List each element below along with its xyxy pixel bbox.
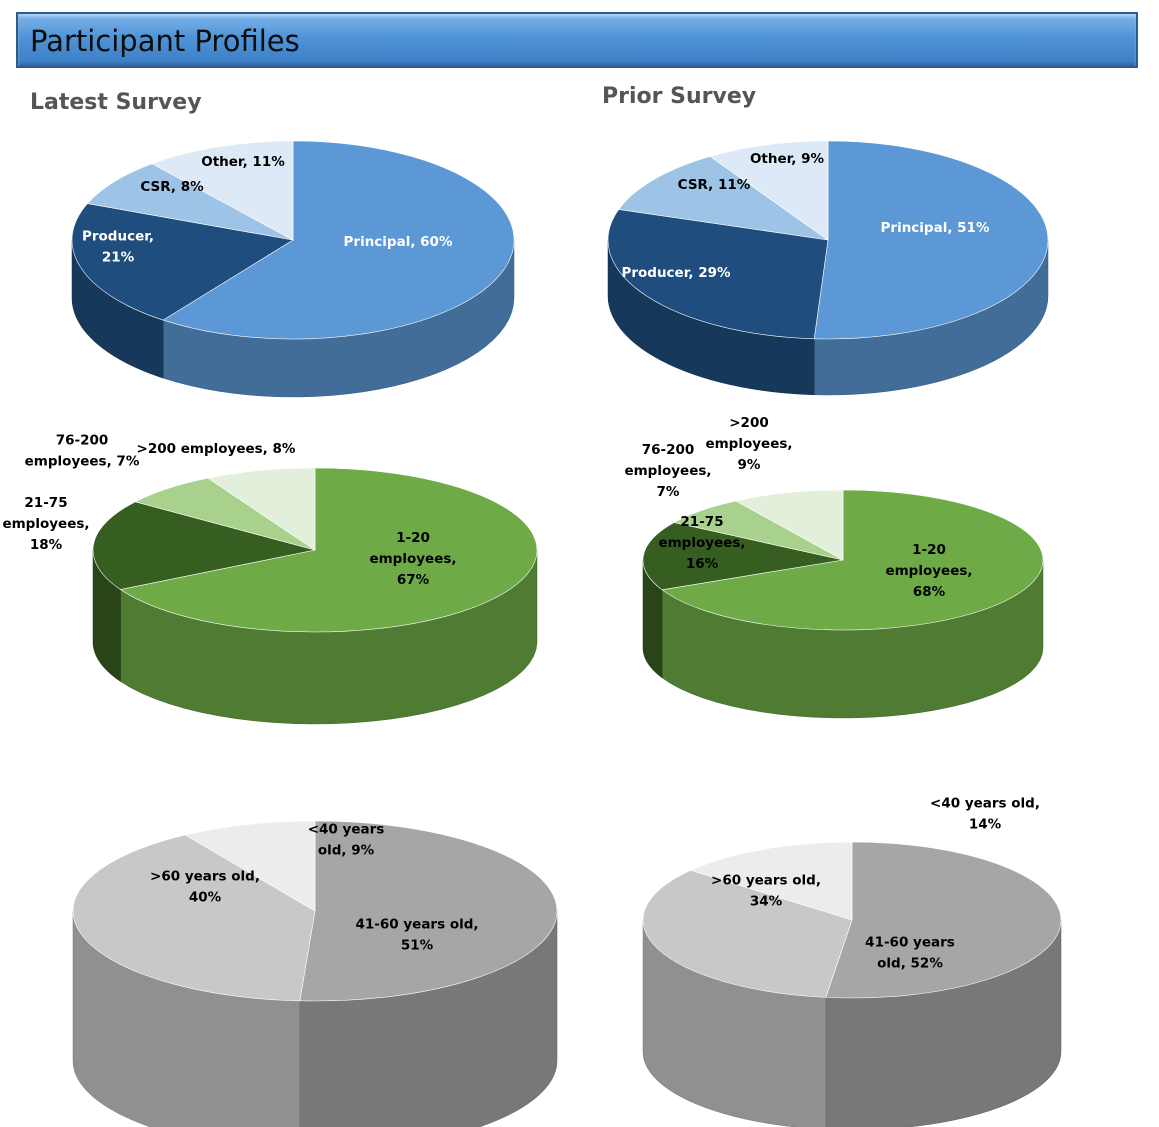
pie-slice-role-prior-1 — [607, 209, 829, 340]
pie-slice-size-prior-3 — [734, 489, 844, 561]
pie-size-latest: 1-20 employees, 67% 21-75 employees, 18% 76-20… — [2, 433, 538, 725]
data-label-size-latest-3: >200 employees, 8% — [137, 441, 296, 457]
pie-slice-role-prior-3 — [709, 140, 829, 241]
pie-age-latest: 41-60 years old, 51% >60 years old, 40% <40 … — [72, 820, 558, 1127]
data-label-age-latest-2: <40 years old, 9% — [308, 822, 385, 859]
pie-size-prior: 1-20 employees, 68% 21-75 employees, 16% 76-20… — [624, 415, 1044, 719]
pie-slice-role-latest-2 — [86, 163, 294, 241]
pie-slice-role-prior-0 — [813, 140, 1049, 340]
data-label-size-prior-0: 1-20 employees, 68% — [885, 542, 972, 600]
data-label-size-latest-0: 1-20 employees, 67% — [369, 530, 456, 588]
pie-role-latest: Principal, 60% Producer, 21% CSR, 8% Other, … — [71, 140, 515, 398]
data-label-age-latest-0: 41-60 years old, 51% — [355, 917, 478, 954]
data-label-role-latest-3: Other, 11% — [201, 154, 285, 170]
pie-slice-age-latest-0 — [299, 820, 558, 1002]
pie-slice-age-prior-0 — [825, 841, 1062, 999]
data-label-size-prior-1: 21-75 employees, 16% — [658, 514, 745, 572]
pie-age-prior: 41-60 years old, 52% >60 years old, 34% <40 … — [642, 796, 1062, 1127]
data-label-role-prior-3: Other, 9% — [750, 151, 825, 167]
prior-survey-heading: Prior Survey — [602, 84, 757, 109]
title-banner: Participant Profiles — [16, 12, 1138, 68]
pie-slice-size-prior-0 — [661, 489, 1044, 631]
pie-role-prior: Principal, 51% Producer, 29% CSR, 11% Other… — [607, 140, 1049, 396]
pie-slice-age-prior-1 — [642, 869, 853, 998]
pie-slice-age-prior-2 — [690, 841, 853, 921]
data-label-size-latest-1: 21-75 employees, 18% — [2, 495, 89, 553]
pie-slice-age-latest-2 — [184, 820, 316, 912]
pie-slice-role-latest-3 — [151, 140, 294, 241]
pie-slice-role-latest-0 — [162, 140, 515, 340]
pie-slice-role-latest-1 — [71, 203, 294, 321]
data-label-role-prior-0: Principal, 51% — [881, 220, 990, 236]
data-label-age-prior-1: >60 years old, 34% — [711, 873, 821, 910]
pie-slice-size-prior-1 — [642, 522, 844, 591]
data-label-size-latest-2: 76-200 employees, 7% — [25, 433, 140, 470]
page-title: Participant Profiles — [30, 24, 300, 58]
data-label-role-prior-1: Producer, 29% — [621, 265, 731, 281]
pie-slice-size-latest-3 — [207, 467, 316, 551]
pie-slice-role-prior-2 — [618, 156, 829, 241]
data-label-role-latest-0: Principal, 60% — [344, 234, 453, 250]
data-label-size-prior-3: >200 employees, 9% — [705, 415, 792, 473]
data-label-size-prior-2: 76-200 employees, 7% — [624, 442, 711, 500]
latest-survey-heading: Latest Survey — [30, 90, 202, 115]
data-label-age-latest-1: >60 years old, 40% — [150, 869, 260, 906]
pie-slice-size-latest-1 — [92, 501, 316, 590]
data-label-age-prior-0: 41-60 years old, 52% — [865, 935, 955, 972]
pie-slice-size-latest-0 — [119, 467, 538, 633]
pie-slice-age-latest-1 — [72, 834, 316, 1002]
data-label-role-latest-1: Producer, 21% — [82, 229, 154, 266]
data-label-role-latest-2: CSR, 8% — [140, 179, 204, 195]
data-label-age-prior-2: <40 years old, 14% — [930, 796, 1040, 833]
data-label-role-prior-2: CSR, 11% — [678, 177, 751, 193]
